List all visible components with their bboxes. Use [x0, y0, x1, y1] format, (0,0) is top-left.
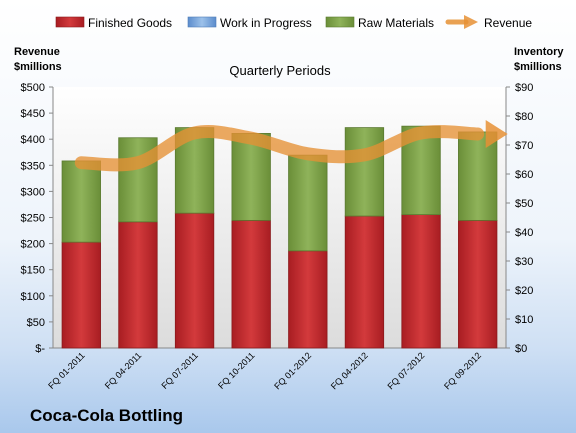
category-label: FQ 04-2011 — [103, 350, 144, 391]
left-axis-ticks: $- $50 $100 $150 $200 $250 $300 $350 $400 $450 $50… — [21, 82, 54, 355]
revenue-line-path — [74, 125, 485, 172]
right-axis-title-line2: $millions — [514, 61, 562, 73]
category-label: FQ 10-2011 — [216, 350, 257, 391]
legend-swatch-work-in-progress — [187, 16, 217, 28]
right-tick-label: $70 — [515, 140, 533, 152]
category-label: FQ 01-2012 — [272, 350, 313, 391]
bar-finished-goods — [458, 219, 498, 349]
legend-label-revenue: Revenue — [484, 16, 532, 30]
revenue-arrowhead — [485, 119, 508, 148]
category-label: FQ 09-2012 — [442, 350, 483, 391]
right-axis-title-line1: Inventory — [514, 46, 564, 58]
bar-finished-goods — [344, 215, 385, 349]
legend-swatch-finished-goods — [55, 16, 85, 28]
category-label: FQ 04-2012 — [329, 350, 370, 391]
bar-finished-goods — [401, 214, 441, 349]
right-tick-label: $10 — [515, 314, 533, 326]
right-tick-label: $80 — [515, 111, 533, 123]
chart-title: Quarterly Periods — [229, 63, 331, 78]
right-tick-label: $30 — [515, 256, 533, 268]
bar-raw-materials — [344, 127, 385, 217]
legend-swatch-revenue — [445, 15, 478, 29]
left-tick-label: $- — [35, 343, 45, 355]
bar-finished-goods — [288, 250, 328, 349]
category-label: FQ 07-2011 — [159, 350, 200, 391]
legend-swatch-raw-materials — [325, 16, 355, 28]
category-labels: FQ 01-2011 FQ 04-2011 FQ 07-2011 FQ 10-2011… — [46, 350, 483, 391]
left-tick-label: $100 — [21, 291, 45, 303]
bar-finished-goods — [231, 219, 271, 349]
left-tick-label: $50 — [27, 317, 45, 329]
right-tick-label: $50 — [515, 198, 533, 210]
left-tick-label: $300 — [21, 186, 45, 198]
bar-raw-materials — [288, 154, 328, 252]
left-tick-label: $250 — [21, 213, 45, 225]
right-tick-label: $90 — [515, 82, 533, 94]
bar-finished-goods — [118, 221, 158, 349]
right-tick-label: $0 — [515, 343, 527, 355]
bar-raw-materials — [458, 131, 498, 221]
company-name: Coca-Cola Bottling — [30, 406, 183, 425]
left-axis-title-line1: Revenue — [14, 46, 60, 58]
left-axis-title-line2: $millions — [14, 61, 62, 73]
left-tick-label: $400 — [21, 134, 45, 146]
legend-label-raw-materials: Raw Materials — [358, 16, 434, 30]
bars — [61, 125, 498, 349]
legend-label-work-in-progress: Work in Progress — [220, 16, 312, 30]
bar-raw-materials — [61, 160, 101, 243]
left-tick-label: $200 — [21, 239, 45, 251]
right-tick-label: $20 — [515, 285, 533, 297]
revenue-line — [74, 119, 508, 172]
left-tick-label: $150 — [21, 265, 45, 277]
legend-label-finished-goods: Finished Goods — [88, 16, 172, 30]
bar-finished-goods — [174, 212, 215, 349]
right-tick-label: $60 — [515, 169, 533, 181]
left-tick-label: $450 — [21, 108, 45, 120]
right-tick-label: $40 — [515, 227, 533, 239]
bar-finished-goods — [61, 241, 101, 349]
category-label: FQ 01-2011 — [46, 350, 87, 391]
left-tick-label: $350 — [21, 160, 45, 172]
category-label: FQ 07-2012 — [385, 350, 426, 391]
legend: Finished Goods Work in Progress Raw Mate… — [55, 15, 532, 30]
left-tick-label: $500 — [21, 82, 45, 94]
